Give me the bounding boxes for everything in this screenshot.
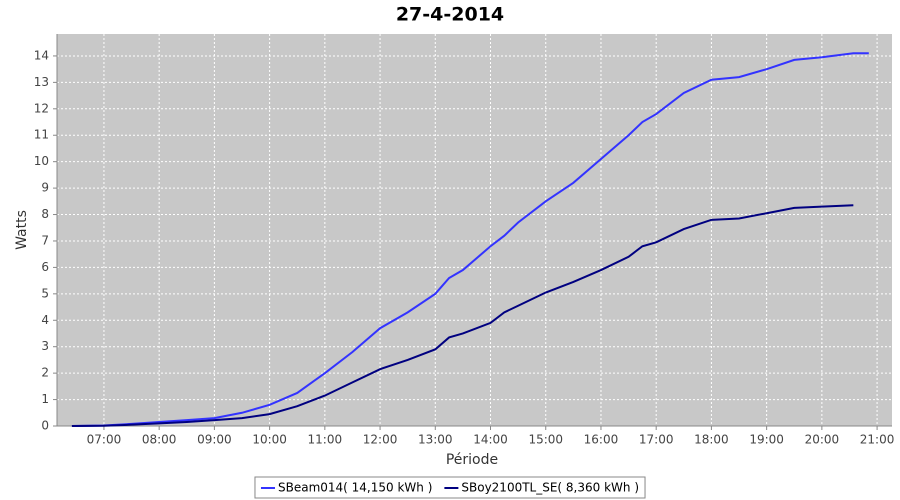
plot-area [57,34,892,426]
x-tick-label: 08:00 [142,433,177,447]
legend-label: SBeam014( 14,150 kWh ) [278,481,432,495]
x-tick-label: 20:00 [805,433,840,447]
y-tick-label: 12 [34,101,49,115]
legend-label: SBoy2100TL_SE( 8,360 kWh ) [461,481,639,495]
y-axis-label: Watts [14,210,30,250]
x-tick-label: 11:00 [308,433,343,447]
x-tick-label: 12:00 [363,433,398,447]
x-axis-label: Période [446,452,498,468]
x-tick-label: 18:00 [694,433,729,447]
y-tick-label: 3 [41,339,49,353]
y-tick-label: 14 [34,48,49,62]
x-tick-label: 14:00 [473,433,508,447]
x-tick-label: 09:00 [197,433,232,447]
y-tick-label: 4 [41,313,49,327]
x-tick-label: 10:00 [252,433,287,447]
x-tick-label: 16:00 [584,433,619,447]
x-tick-label: 17:00 [639,433,674,447]
y-tick-label: 8 [41,207,49,221]
y-tick-label: 0 [41,419,49,433]
series-line [71,52,869,427]
x-tick-label: 13:00 [418,433,453,447]
y-tick-label: 9 [41,181,49,195]
y-tick-label: 5 [41,286,49,300]
chart-title: 27-4-2014 [396,4,504,26]
y-tick-label: 13 [34,75,49,89]
y-tick-label: 10 [34,154,49,168]
x-tick-label: 07:00 [87,433,122,447]
x-tick-label: 15:00 [528,433,563,447]
x-tick-label: 19:00 [749,433,784,447]
y-tick-label: 7 [41,233,49,247]
y-tick-label: 2 [41,366,49,380]
series-line [71,204,854,427]
x-tick-label: 21:00 [860,433,895,447]
y-tick-label: 6 [41,260,49,274]
y-tick-label: 11 [34,128,49,142]
y-tick-label: 1 [41,392,49,406]
